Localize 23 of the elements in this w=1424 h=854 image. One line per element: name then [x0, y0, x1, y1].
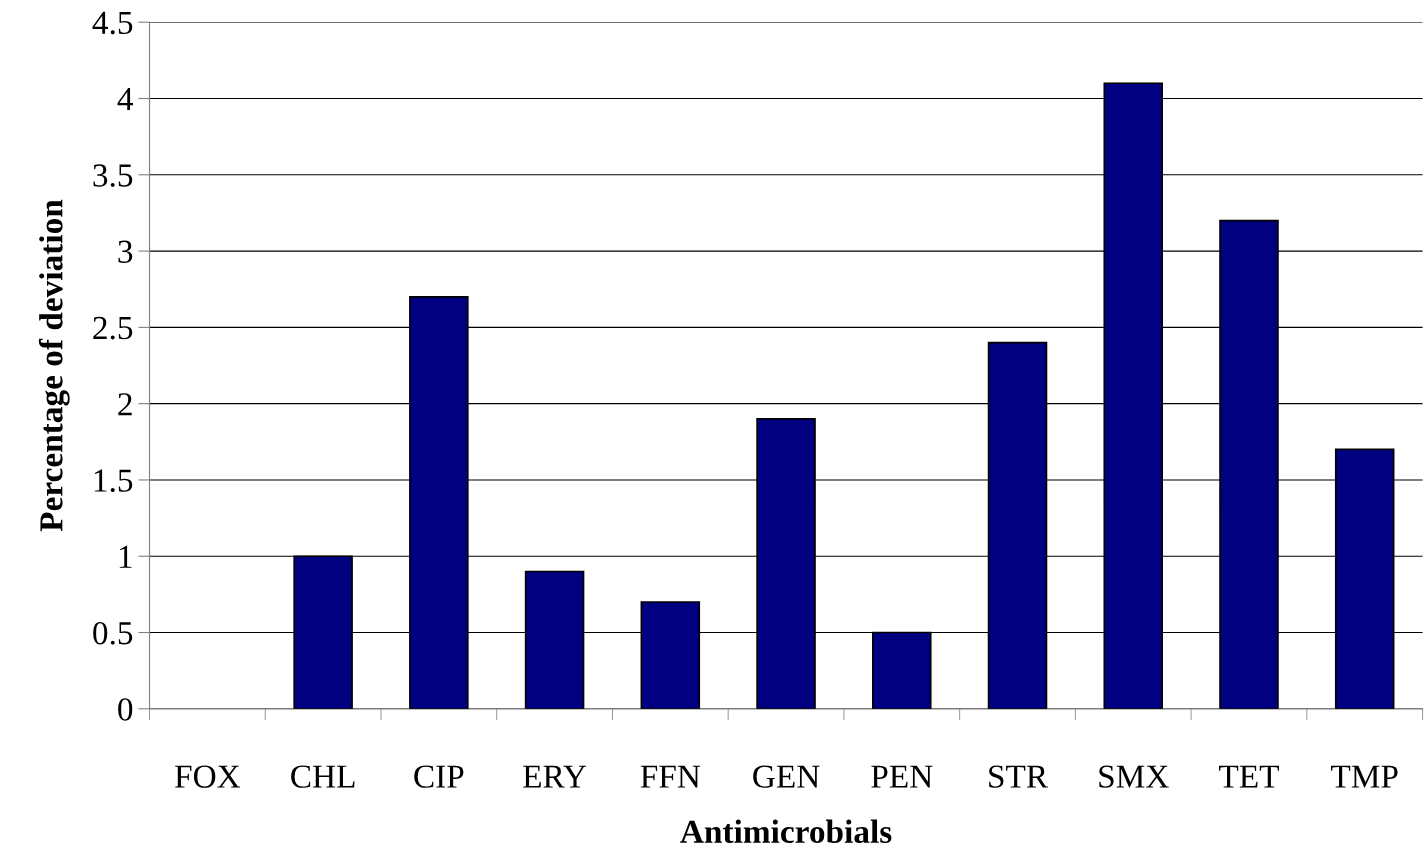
x-tick-label: TET [1219, 765, 1279, 788]
x-tick-label: FOX [175, 765, 241, 788]
y-tick-label: 2 [118, 393, 132, 416]
y-tick-label: 0 [118, 698, 133, 721]
y-tick-label: 4.5 [92, 11, 133, 35]
x-tick-label: ERY [523, 765, 587, 788]
y-tick-label: 4 [117, 88, 134, 111]
x-tick-label: CIP [414, 765, 464, 788]
x-tick-label: STR [989, 765, 1049, 788]
x-tick-label: CHL [291, 765, 355, 788]
y-tick-label: 1 [119, 545, 132, 568]
y-tick-label: 1.5 [94, 469, 133, 492]
x-tick-label: FFN [640, 765, 701, 788]
x-tick-label: SMX [1099, 765, 1169, 788]
x-tick-label: GEN [753, 765, 820, 788]
y-tick-label: 0.5 [93, 621, 133, 645]
y-tick-label: 3 [118, 240, 133, 263]
y-axis-title: Percentage of deviation [38, 199, 70, 532]
x-tick-label: TMP [1331, 765, 1398, 788]
x-tick-label: PEN [871, 765, 933, 788]
y-tick-label: 2.5 [93, 316, 133, 340]
x-axis-title: Antimicrobials [680, 819, 892, 844]
y-tick-label: 3.5 [93, 164, 133, 187]
